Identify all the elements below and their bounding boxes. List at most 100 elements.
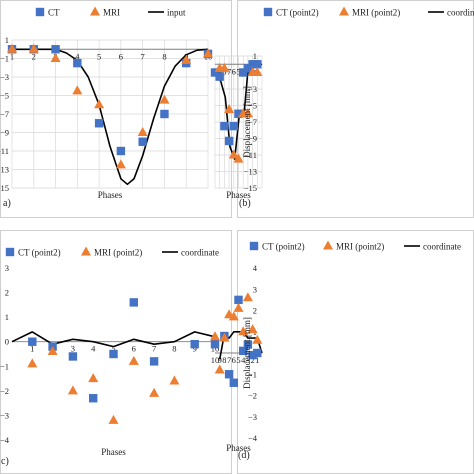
y-tick-label: 1 bbox=[5, 312, 9, 322]
y-tick-label: 4 bbox=[253, 263, 258, 273]
x-tick-label: 4 bbox=[91, 344, 96, 354]
mri-point bbox=[27, 358, 38, 368]
x-axis-label: Phases bbox=[226, 443, 251, 453]
mri-point bbox=[210, 331, 220, 341]
x-tick-label: 5 bbox=[236, 355, 240, 365]
y-tick-label: −11 bbox=[244, 150, 257, 160]
ct-point bbox=[210, 339, 220, 349]
y-tick-label: 1 bbox=[253, 51, 257, 61]
x-tick-label: 7 bbox=[227, 66, 231, 76]
ct-point bbox=[243, 64, 253, 73]
ct-point bbox=[248, 350, 257, 360]
mri-point bbox=[88, 373, 99, 383]
ct-point bbox=[73, 58, 82, 68]
ct-point bbox=[190, 339, 199, 349]
ct-point bbox=[116, 146, 126, 156]
legend-ct-marker bbox=[263, 7, 273, 17]
x-tick-label: 2 bbox=[250, 355, 254, 365]
mri-point bbox=[233, 302, 244, 312]
legend-mri-label: MRI bbox=[103, 8, 120, 18]
y-tick-label: −1 bbox=[0, 361, 9, 371]
ct-point bbox=[129, 298, 138, 307]
x-tick-label: 9 bbox=[193, 344, 197, 354]
mri-point bbox=[247, 67, 258, 76]
y-tick-label: −7 bbox=[0, 109, 9, 119]
ct-point bbox=[215, 72, 224, 81]
y-tick-label: −2 bbox=[248, 391, 257, 401]
y-tick-label: 2 bbox=[5, 288, 9, 298]
y-tick-label: 0 bbox=[5, 337, 9, 347]
ct-point bbox=[224, 370, 234, 379]
x-tick-label: 8 bbox=[172, 344, 176, 354]
ct-point bbox=[149, 357, 159, 366]
legend-line-label: coordinate bbox=[447, 8, 474, 18]
x-tick-label: 3 bbox=[71, 344, 75, 354]
x-tick-label: 6 bbox=[232, 355, 236, 365]
mri-point bbox=[50, 53, 61, 62]
mri-point bbox=[137, 127, 148, 136]
legend-ct-label: CT (point2) bbox=[276, 8, 319, 18]
mri-point bbox=[224, 104, 235, 114]
y-tick-label: −13 bbox=[244, 167, 257, 177]
ct-point bbox=[224, 136, 234, 146]
mri-point bbox=[203, 48, 213, 58]
legend-line-label: input bbox=[167, 8, 186, 18]
mri-point bbox=[228, 149, 239, 159]
ct-point bbox=[160, 109, 169, 119]
x-axis-label: Phases bbox=[101, 447, 126, 457]
mri-point bbox=[94, 99, 105, 109]
y-axis-label: Displacement [mm] bbox=[242, 86, 252, 158]
ct-point bbox=[229, 121, 238, 131]
legend-mri-marker bbox=[323, 240, 333, 250]
x-tick-label: 6 bbox=[232, 66, 236, 76]
mri-point bbox=[224, 309, 235, 319]
series-line-input bbox=[12, 48, 209, 186]
x-tick-label: 4 bbox=[75, 51, 80, 61]
mri-point bbox=[214, 62, 225, 72]
legend-ct-marker bbox=[35, 7, 45, 17]
legend-mri-marker bbox=[339, 6, 349, 16]
mri-point bbox=[238, 108, 249, 118]
ct-point bbox=[253, 348, 262, 358]
ct-point bbox=[51, 45, 60, 54]
x-axis-label: Phases bbox=[98, 190, 123, 200]
mri-point bbox=[242, 292, 253, 302]
panel-tag: (b) bbox=[239, 198, 251, 209]
x-tick-label: 1 bbox=[30, 344, 34, 354]
y-tick-label: −11 bbox=[0, 146, 9, 156]
y-tick-label: −1 bbox=[248, 369, 257, 379]
x-tick-label: 5 bbox=[236, 66, 240, 76]
mri-point bbox=[7, 43, 17, 53]
legend-ct-marker bbox=[5, 247, 15, 257]
y-tick-label: 3 bbox=[5, 263, 9, 273]
series-line-coordinate bbox=[11, 331, 216, 348]
mri-point bbox=[219, 332, 230, 342]
mri-point bbox=[108, 414, 119, 424]
legend-mri-label: MRI (point2) bbox=[352, 8, 400, 18]
ct-point bbox=[229, 378, 238, 387]
legend-mri-label: MRI (point2) bbox=[94, 248, 142, 258]
ct-point bbox=[28, 337, 37, 346]
x-tick-label: 4 bbox=[241, 355, 246, 365]
panel-border bbox=[237, 0, 474, 218]
ct-point bbox=[239, 346, 248, 356]
y-tick-label: −3 bbox=[248, 412, 257, 422]
panel-tag: c) bbox=[1, 456, 9, 467]
y-tick-label: 3 bbox=[253, 284, 257, 294]
mri-point bbox=[252, 334, 263, 344]
x-tick-label: 6 bbox=[132, 344, 136, 354]
x-tick-label: 7 bbox=[152, 344, 156, 354]
ct-point bbox=[234, 109, 243, 118]
x-tick-label: 6 bbox=[119, 51, 123, 61]
panel-b: 1−1−3−5−7−9−11−13−1512345678910CT (point… bbox=[210, 0, 474, 218]
ct-point bbox=[220, 121, 229, 131]
ct-point bbox=[89, 394, 98, 403]
legend-ct-label: CT bbox=[48, 8, 60, 18]
ct-point bbox=[253, 60, 262, 69]
ct-point bbox=[210, 68, 220, 77]
x-axis-label: Phases bbox=[226, 190, 251, 200]
legend-ct-marker bbox=[249, 241, 259, 251]
ct-point bbox=[239, 68, 248, 77]
x-tick-label: 1 bbox=[10, 51, 14, 61]
